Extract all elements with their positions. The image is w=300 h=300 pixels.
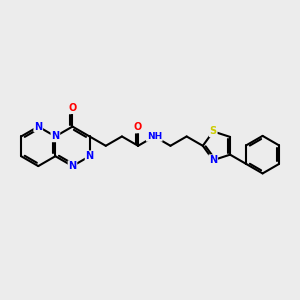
Text: O: O: [68, 103, 76, 113]
Text: S: S: [210, 126, 217, 136]
Text: N: N: [209, 155, 217, 165]
Text: O: O: [134, 122, 142, 133]
Text: N: N: [34, 122, 42, 132]
Text: NH: NH: [147, 132, 162, 141]
Text: N: N: [51, 131, 59, 142]
Text: N: N: [68, 161, 76, 171]
Text: N: N: [85, 151, 94, 161]
